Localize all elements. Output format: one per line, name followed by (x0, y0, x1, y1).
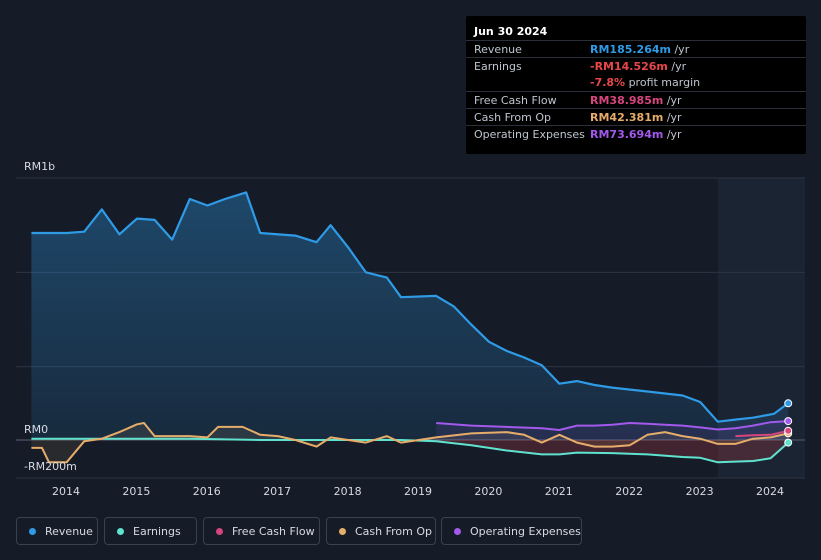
x-label-2020: 2020 (474, 485, 502, 498)
tooltip-value: RM42.381m /yr (590, 111, 682, 124)
y-label-2: -RM200m (24, 460, 77, 473)
tooltip-value: RM38.985m /yr (590, 94, 682, 107)
tooltip-row-revenue: Revenue RM185.264m /yr (466, 40, 806, 58)
revenue-line (31, 191, 789, 423)
tooltip-unit: /yr (663, 128, 682, 141)
x-label-2014: 2014 (52, 485, 80, 498)
legend-label: Earnings (133, 525, 181, 538)
legend-label: Operating Expenses (470, 525, 581, 538)
legend-dot (29, 528, 36, 535)
tooltip-value-text: -7.8% (590, 76, 626, 89)
cash-from-op-area (31, 423, 789, 463)
revenue-area (31, 192, 789, 440)
legend-label: Revenue (45, 525, 93, 538)
operating-expenses-line (436, 420, 789, 431)
tooltip-label: Cash From Op (474, 111, 552, 124)
earnings-endpoint[interactable] (784, 438, 793, 447)
x-label-2015: 2015 (122, 485, 150, 498)
x-label-2017: 2017 (263, 485, 291, 498)
x-label-2019: 2019 (404, 485, 432, 498)
legend-dot (216, 528, 223, 535)
tooltip-label: Revenue (474, 43, 522, 56)
legend-dot (454, 528, 461, 535)
tooltip-date: Jun 30 2024 (474, 25, 548, 38)
tooltip-label: Earnings (474, 60, 522, 73)
tooltip-unit: profit margin (625, 76, 701, 89)
tooltip-value-text: RM42.381m (590, 111, 664, 124)
x-label-2022: 2022 (615, 485, 643, 498)
legend-dot (117, 528, 124, 535)
tooltip-unit: /yr (663, 111, 682, 124)
tooltip-value: -7.8% profit margin (590, 76, 700, 89)
tooltip-value-text: RM73.694m (590, 128, 664, 141)
x-label-2023: 2023 (686, 485, 714, 498)
tooltip-row-operating-expenses: Operating Expenses RM73.694m /yr (466, 125, 806, 143)
tooltip-unit: /yr (670, 43, 690, 56)
series-endpoints (784, 399, 793, 447)
cash-from-op-line (31, 422, 789, 464)
tooltip-unit: /yr (667, 60, 687, 73)
legend-item-operating-expenses[interactable]: Operating Expenses (441, 517, 582, 545)
tooltip-value-text: RM185.264m (590, 43, 671, 56)
legend-label: Free Cash Flow (232, 525, 315, 538)
tooltip-value: -RM14.526m /yr (590, 60, 686, 73)
revenue-endpoint[interactable] (784, 399, 793, 408)
tooltip-row-free-cash-flow: Free Cash Flow RM38.985m /yr (466, 91, 806, 109)
legend-item-earnings[interactable]: Earnings (104, 517, 197, 545)
free-cash-flow-endpoint[interactable] (784, 426, 793, 435)
legend-dot (339, 528, 346, 535)
x-label-2016: 2016 (193, 485, 221, 498)
tooltip-label: Free Cash Flow (474, 94, 557, 107)
free-cash-flow-line (735, 429, 789, 438)
earnings-line (31, 437, 789, 464)
tooltip-row-margin: -7.8% profit margin (466, 74, 806, 91)
x-label-2024: 2024 (756, 485, 784, 498)
legend-item-free-cash-flow[interactable]: Free Cash Flow (203, 517, 320, 545)
x-label-2021: 2021 (545, 485, 573, 498)
tooltip-value: RM73.694m /yr (590, 128, 682, 141)
y-label-1: RM0 (24, 423, 48, 436)
x-axis-labels: 2014 2015 2016 2017 2018 2019 2020 2021 2022 2023… (52, 485, 784, 498)
tooltip-value: RM185.264m /yr (590, 43, 689, 56)
tooltip-value-text: RM38.985m (590, 94, 664, 107)
y-axis-labels: RM1b RM0 -RM200m (24, 160, 77, 473)
tooltip-value-text: -RM14.526m (590, 60, 668, 73)
legend-label: Cash From Op (355, 525, 433, 538)
tooltip-label: Operating Expenses (474, 128, 585, 141)
legend-item-cash-from-op[interactable]: Cash From Op (326, 517, 436, 545)
tooltip-panel: Jun 30 2024 Revenue RM185.264m /yr Earni… (466, 16, 806, 154)
earnings-area (31, 438, 789, 463)
series-lines (31, 191, 789, 464)
tooltip-row-cash-from-op: Cash From Op RM42.381m /yr (466, 108, 806, 126)
y-label-0: RM1b (24, 160, 55, 173)
tooltip-unit: /yr (663, 94, 682, 107)
x-label-2018: 2018 (334, 485, 362, 498)
tooltip-row-earnings: Earnings -RM14.526m /yr (466, 57, 806, 75)
operating-expenses-endpoint[interactable] (784, 417, 793, 426)
legend-item-revenue[interactable]: Revenue (16, 517, 98, 545)
